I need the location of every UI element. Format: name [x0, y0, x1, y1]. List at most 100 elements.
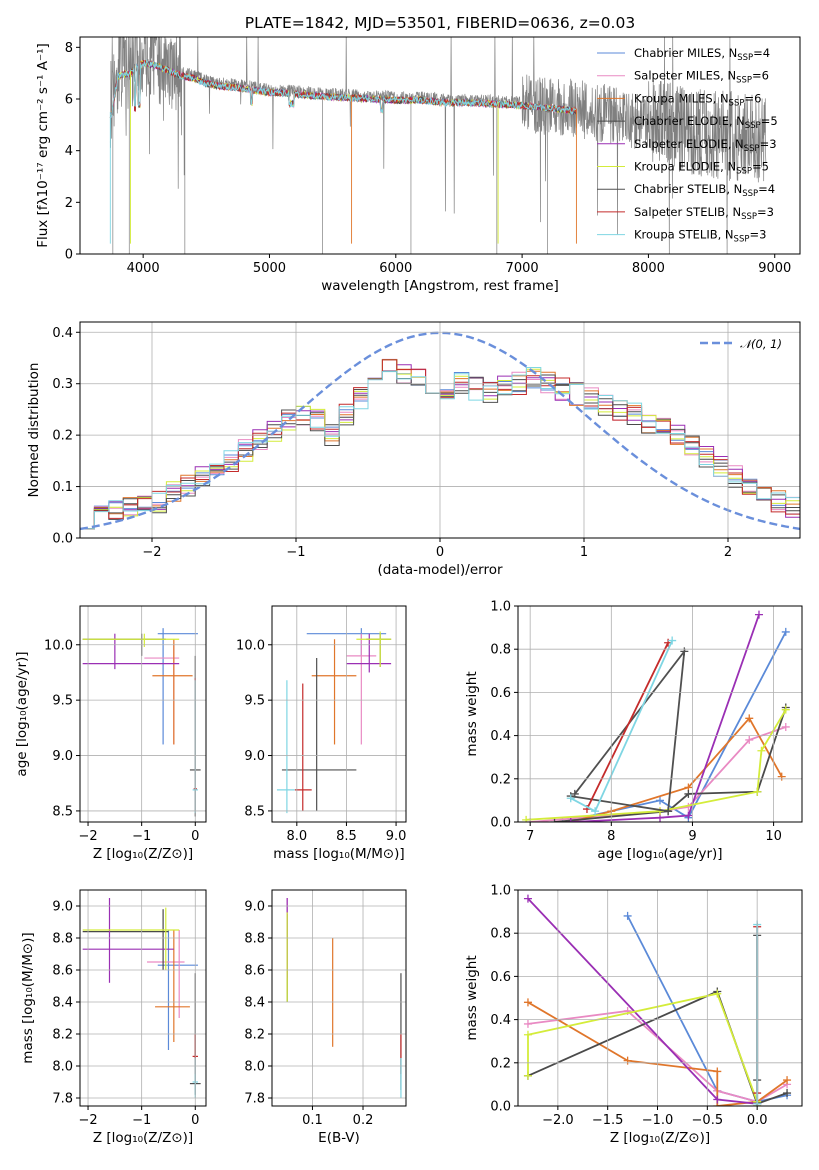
- weight-marker: [523, 1019, 532, 1028]
- y-tick-label: 0.2: [52, 429, 73, 444]
- panel-age-vs-Z: −2 −1 0 8.5 9.0 9.5 10.0 Z [log₁₀(Z/Z⊙)] age [lo…: [14, 605, 207, 862]
- y-tick-label: 0.4: [490, 1013, 511, 1028]
- weight-marker: [566, 818, 575, 822]
- panel-residuals: −2 −1 0 1 2 0.0 0.1 0.2 0.3 0.4 (data-model)/error…: [26, 321, 801, 578]
- y-tick-label: 8.2: [244, 1028, 265, 1043]
- x-tick-label: 0: [191, 829, 199, 844]
- weight-marker: [656, 796, 664, 805]
- y-tick-label: 4: [65, 144, 73, 159]
- legend: Chabrier MILES, NSSP=4 Salpeter MILES, NS…: [597, 46, 778, 245]
- weight-marker: [684, 789, 693, 798]
- weight-marker: [783, 1076, 792, 1085]
- weight-marker: [757, 746, 766, 755]
- plot-area: [522, 610, 790, 822]
- y-tick-label: 8.0: [52, 1060, 73, 1075]
- x-tick-label: 7: [526, 829, 534, 844]
- x-tick-label: 9.0: [386, 829, 407, 844]
- y-tick-label: 0.8: [490, 927, 511, 942]
- panel-weight-vs-Z: −2.0 −1.5 −1.0 −0.5 0.0 0.0 0.2 0.4 0.6 0.8 1.0 Z […: [464, 884, 803, 1146]
- x-tick-label: 2: [724, 545, 732, 560]
- y-axis-label: Normed distribution: [26, 363, 42, 498]
- weight-marker: [713, 1095, 722, 1104]
- y-tick-label: 10.0: [236, 638, 265, 653]
- weight-marker: [664, 807, 673, 816]
- weight-marker: [781, 627, 790, 636]
- y-tick-label: 7.8: [52, 1092, 73, 1107]
- legend: 𝒩(0, 1): [700, 337, 782, 351]
- y-tick-label: 0.3: [52, 377, 73, 392]
- x-tick-label: 6000: [379, 261, 412, 276]
- x-axis-label: Z [log₁₀(Z/Z⊙)]: [610, 1130, 710, 1146]
- weight-marker: [523, 1071, 532, 1080]
- x-tick-label: −2: [78, 829, 97, 844]
- y-tick-label: 0.2: [490, 1056, 511, 1071]
- y-tick-label: 8.6: [52, 964, 73, 979]
- x-tick-label: 9: [688, 829, 696, 844]
- y-tick-label: 8.8: [52, 932, 73, 947]
- weight-line-2: [530, 726, 787, 822]
- y-axis-label: Flux [fλ10⁻¹⁷ erg cm⁻² s⁻¹ A⁻¹]: [35, 43, 51, 248]
- weight-marker: [777, 772, 786, 781]
- weight-marker: [623, 911, 632, 920]
- y-tick-label: 0.2: [490, 772, 511, 787]
- y-tick-label: 6: [65, 93, 73, 108]
- legend-label: Kroupa ELODIE, NSSP=5: [634, 160, 769, 177]
- weight-marker: [680, 647, 689, 656]
- y-tick-label: 0.1: [52, 480, 73, 495]
- y-tick-label: 0.6: [490, 970, 511, 985]
- y-tick-label: 0: [65, 248, 73, 263]
- x-tick-label: 8.5: [336, 829, 357, 844]
- x-tick-label: −1: [286, 545, 305, 560]
- x-tick-label: 0.1: [302, 1113, 323, 1128]
- legend-label: Salpeter STELIB, NSSP=3: [634, 205, 774, 222]
- legend-label: 𝒩(0, 1): [740, 337, 782, 351]
- weight-marker: [523, 894, 532, 903]
- y-tick-label: 0.4: [52, 326, 73, 341]
- y-tick-label: 8.2: [52, 1028, 73, 1043]
- axes-frame: [271, 889, 407, 1107]
- weight-marker: [623, 1056, 632, 1065]
- x-axis-label: E(B-V): [318, 1130, 360, 1146]
- panel-spectrum: 4000 5000 6000 7000 8000 9000 0 2 4 6 8 wavelength …: [35, 14, 801, 294]
- weight-marker: [522, 815, 531, 822]
- y-tick-label: 8: [65, 41, 73, 56]
- weight-marker: [745, 735, 754, 744]
- x-tick-label: −2: [142, 545, 161, 560]
- x-axis-label: (data-model)/error: [377, 562, 503, 578]
- weight-line-5: [527, 897, 758, 1105]
- weight-marker: [781, 722, 790, 731]
- axes-frame: [517, 605, 803, 823]
- panel-mass-vs-Z: −2 −1 0 7.8 8.0 8.2 8.4 8.6 8.8 9.0 Z [log₁₀(Z/Z⊙)…: [20, 889, 207, 1146]
- legend-label: Chabrier STELIB, NSSP=4: [634, 182, 775, 199]
- x-tick-label: 0: [436, 545, 444, 560]
- x-tick-label: −1.5: [592, 1113, 624, 1128]
- x-axis-label: age [log₁₀(age/yr)]: [597, 846, 722, 862]
- y-axis-label: mass weight: [464, 671, 480, 756]
- weight-marker: [783, 1089, 792, 1098]
- weight-marker: [570, 789, 579, 798]
- x-tick-label: 8.0: [286, 829, 307, 844]
- x-tick-label: −2.0: [542, 1113, 574, 1128]
- y-tick-label: 8.5: [244, 804, 265, 819]
- x-axis-label: Z [log₁₀(Z/Z⊙)]: [93, 846, 193, 862]
- plot-area: [286, 898, 402, 1098]
- y-tick-label: 8.0: [244, 1060, 265, 1075]
- x-tick-label: 5000: [253, 261, 286, 276]
- axes-frame: [79, 36, 801, 255]
- weight-marker: [713, 989, 722, 998]
- x-tick-label: 9000: [758, 261, 791, 276]
- y-tick-label: 9.5: [52, 694, 73, 709]
- weight-line-3: [527, 1001, 788, 1106]
- y-tick-label: 10.0: [44, 638, 73, 653]
- y-tick-label: 0.0: [490, 1100, 511, 1115]
- x-tick-label: 0: [191, 1113, 199, 1128]
- x-axis-label: wavelength [Angstrom, rest frame]: [321, 278, 559, 294]
- legend-label: Chabrier ELODIE, NSSP=5: [634, 114, 778, 131]
- y-axis-label: mass [log₁₀(M/M⊙)]: [20, 932, 36, 1063]
- y-tick-label: 0.8: [490, 643, 511, 658]
- weight-marker: [523, 998, 532, 1007]
- chart-title: PLATE=1842, MJD=53501, FIBERID=0636, z=0…: [245, 14, 635, 32]
- y-tick-label: 9.0: [52, 900, 73, 915]
- axes-frame: [79, 605, 207, 823]
- axes-frame: [517, 889, 803, 1107]
